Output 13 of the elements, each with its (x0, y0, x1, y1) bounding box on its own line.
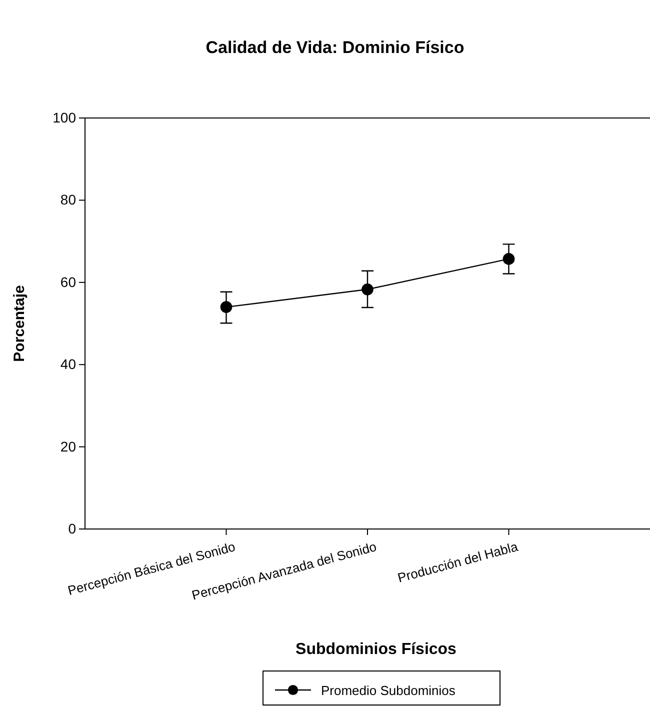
y-tick-label: 100 (52, 109, 76, 126)
y-tick-label: 20 (60, 438, 76, 454)
y-axis-title: Porcentaje (11, 285, 28, 362)
y-tick-label: 80 (60, 192, 76, 208)
x-axis-title: Subdominios Físicos (296, 641, 457, 658)
y-tick-label: 0 (68, 520, 76, 536)
y-tick-label: 60 (60, 274, 76, 290)
point (362, 283, 374, 296)
point (502, 253, 515, 265)
chart-title: Calidad de Vida: Dominio Físico (206, 38, 464, 57)
legend-label: Promedio Subdominios (321, 683, 456, 698)
point (220, 301, 232, 313)
y-tick-label: 40 (60, 356, 76, 372)
